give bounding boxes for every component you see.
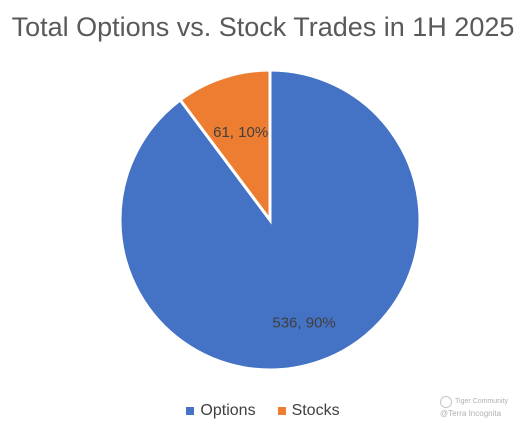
data-label-options: 536, 90%: [272, 314, 335, 331]
watermark: Tiger Community @Terra Incognita: [440, 396, 524, 420]
chart-legend: Options Stocks: [0, 402, 526, 420]
legend-swatch-stocks: [277, 407, 286, 415]
legend-label-options: Options: [200, 402, 256, 419]
tiger-logo-icon: [440, 396, 452, 408]
legend-item-stocks: Stocks: [277, 402, 340, 420]
pie-slice-stocks: [178, 68, 272, 225]
legend-label-stocks: Stocks: [291, 402, 340, 419]
legend-item-options: Options: [186, 402, 256, 420]
watermark-brand: Tiger Community: [455, 398, 509, 405]
data-label-stocks: 61, 10%: [213, 124, 268, 141]
watermark-handle: @Terra Incognita: [440, 409, 502, 418]
chart-title: Total Options vs. Stock Trades in 1H 202…: [11, 12, 515, 42]
legend-swatch-options: [186, 407, 195, 415]
